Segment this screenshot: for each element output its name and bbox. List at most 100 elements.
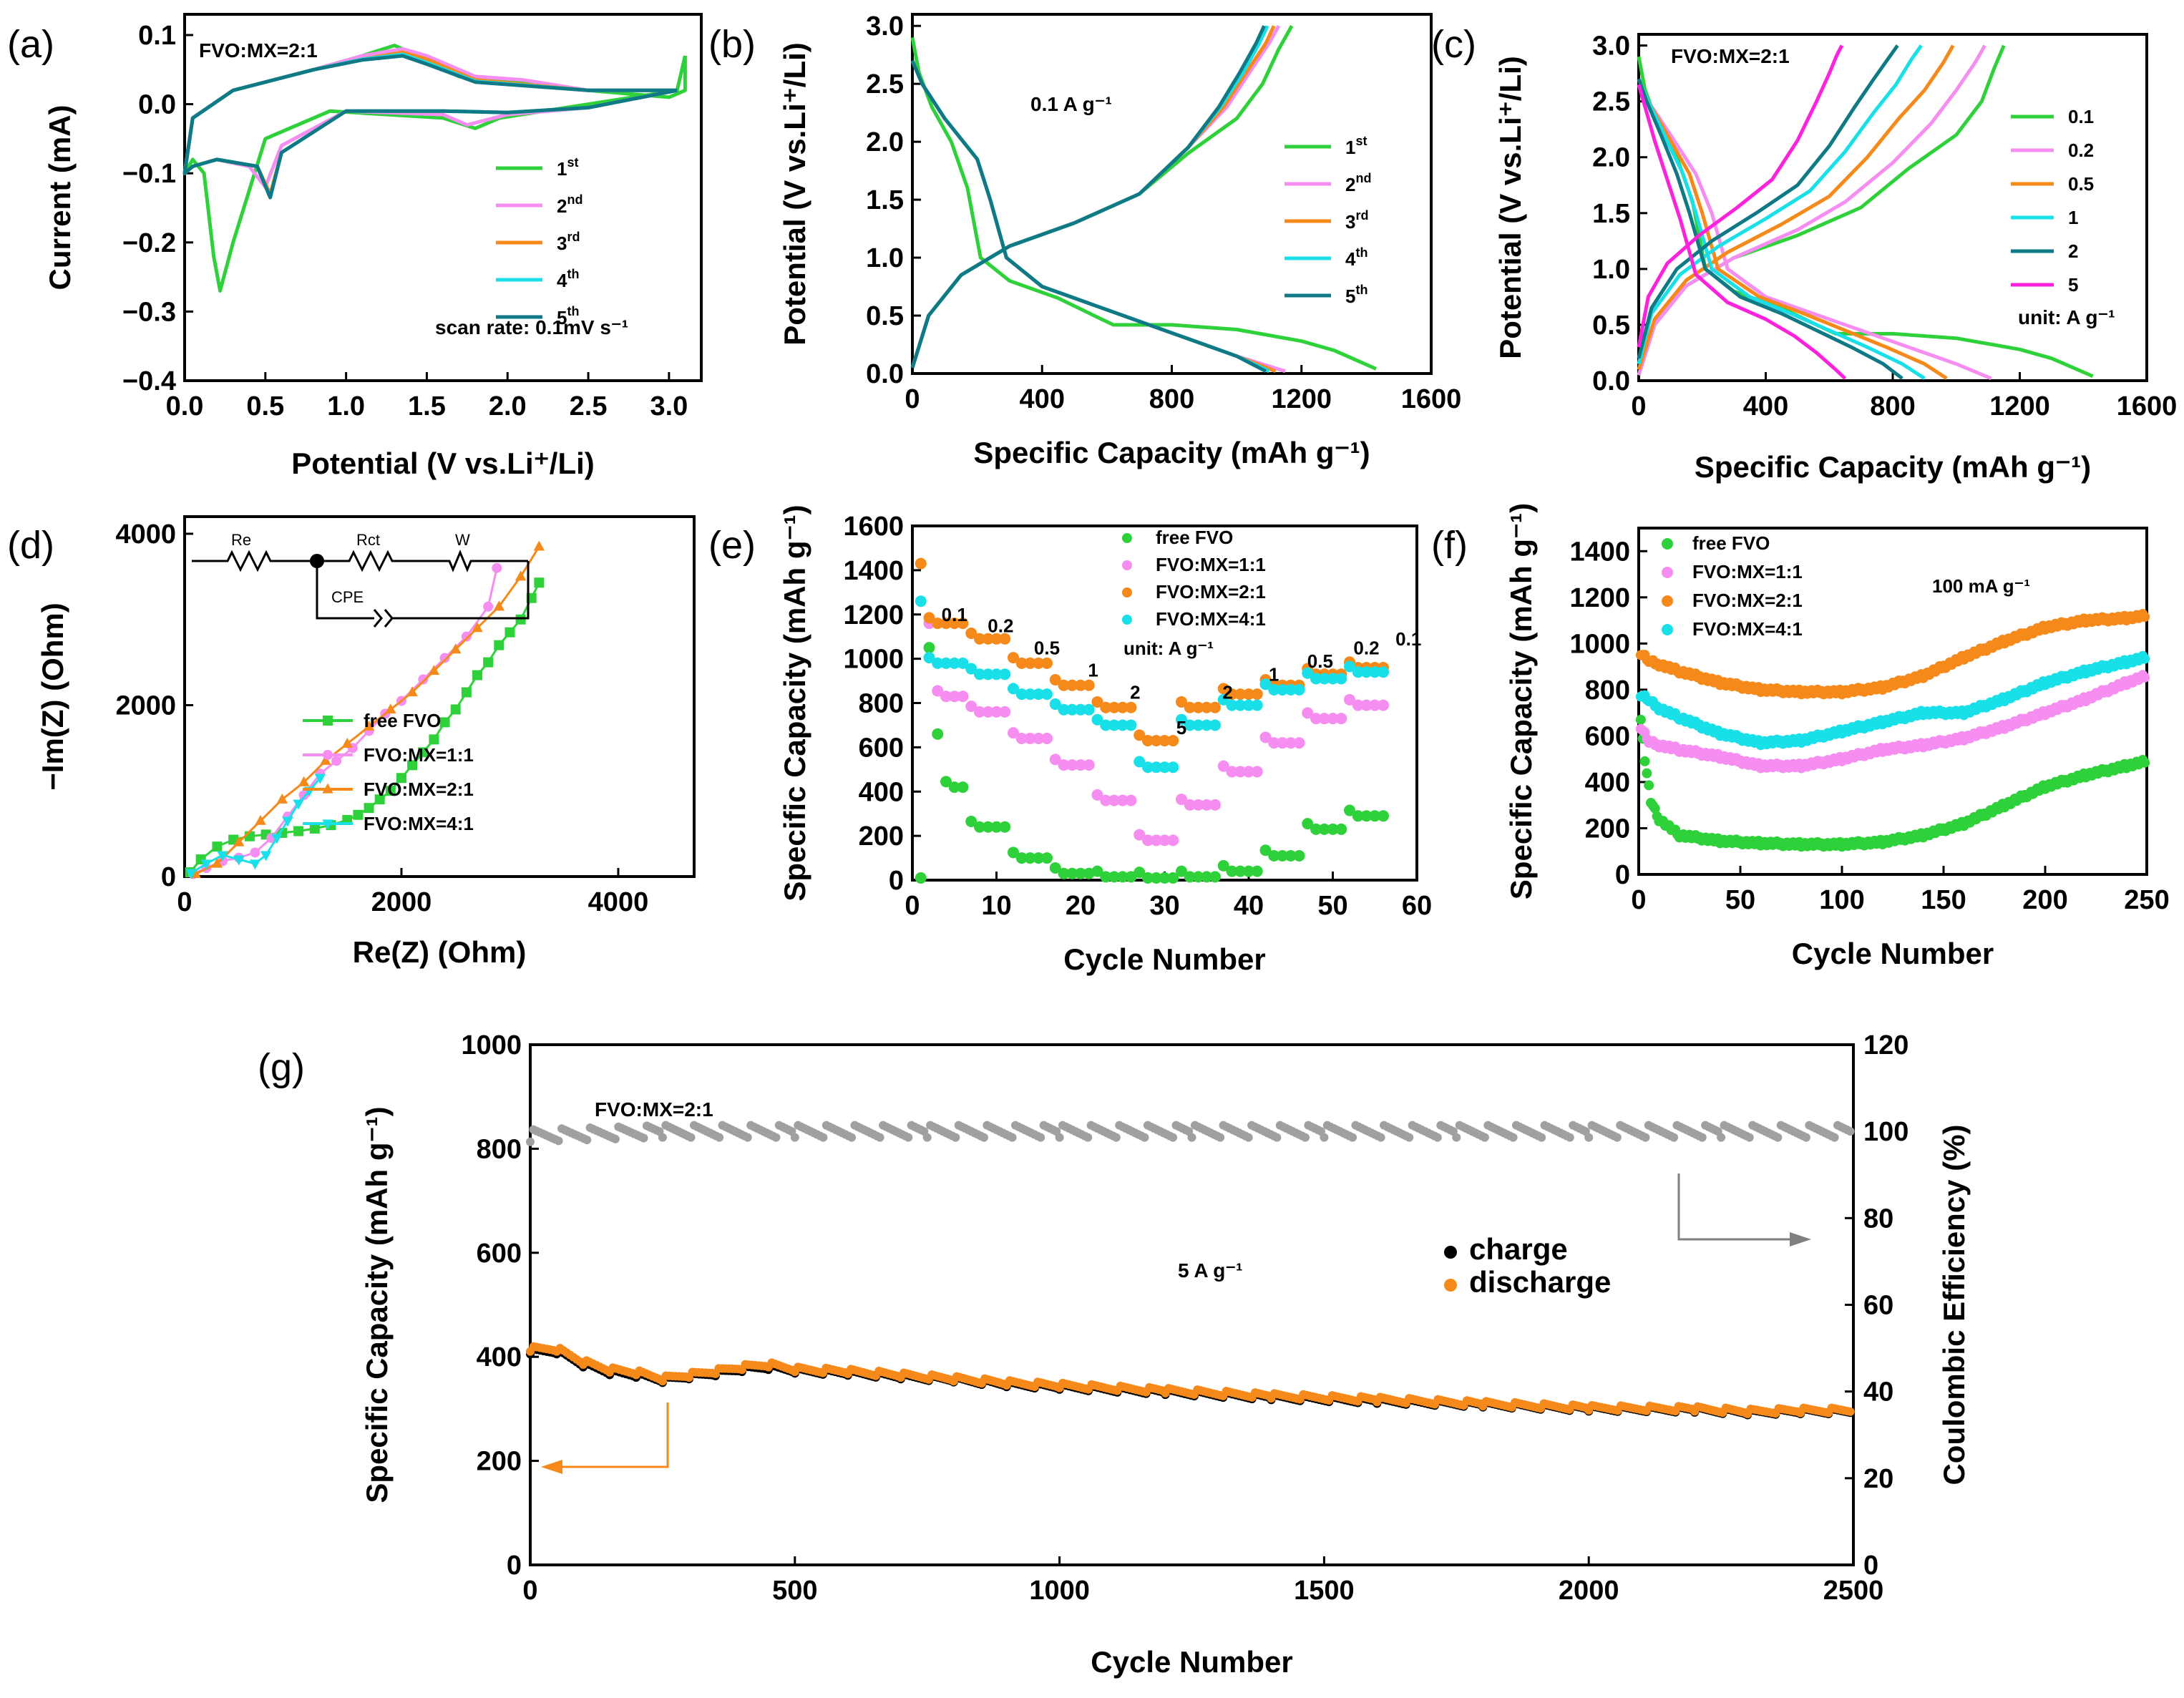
cycle-point-coulombic efficiency <box>554 1136 563 1146</box>
nyquist-point <box>450 643 462 654</box>
rate-point-FVO:MX=4:1 <box>1150 761 1162 774</box>
rate-point-free FVO <box>1318 823 1330 835</box>
rate-point-FVO:MX=4:1 <box>1108 719 1120 731</box>
resistor-rct <box>317 550 528 572</box>
rate-curve-1-c <box>1637 44 1923 365</box>
rate-point-free FVO <box>1159 872 1171 884</box>
legend-label-5th: 5th <box>1345 283 1368 307</box>
nyquist-point <box>483 657 494 668</box>
gcd-curve-4th-c <box>910 25 1269 369</box>
plot-frame-d <box>183 515 696 878</box>
rate-point-FVO:MX=4:1 <box>1142 761 1154 774</box>
arrow-to-left-axis <box>562 1402 669 1468</box>
rate-step-label: 1 <box>1088 659 1098 680</box>
rate-point-FVO:MX=1:1 <box>1335 713 1347 725</box>
cycle-point-coulombic efficiency <box>847 1133 857 1142</box>
rate-point-FVO:MX=1:1 <box>1159 834 1171 846</box>
rate-point-free FVO <box>1134 867 1146 879</box>
rate-point-FVO:MX=1:1 <box>974 706 985 718</box>
cycle-point-coulombic efficiency <box>1641 1133 1650 1142</box>
nyquist-point <box>364 803 374 814</box>
rate-point-FVO:MX=1:1 <box>1226 766 1238 778</box>
cycle-point-coulombic efficiency <box>1405 1133 1414 1142</box>
nyquist-point <box>461 687 472 698</box>
legend-label: 5 <box>2068 274 2078 296</box>
legend-label: 1 <box>2068 207 2078 228</box>
y-tick-label: 400 <box>477 1342 522 1372</box>
x-tick-label: 40 <box>1234 891 1264 921</box>
legend-label: 2 <box>2068 240 2078 262</box>
nyquist-point <box>472 622 483 633</box>
rate-point-FVO:MX=4:1 <box>1344 660 1355 673</box>
rate-point-free FVO <box>957 781 969 794</box>
x-tick-label: 0.0 <box>166 391 204 421</box>
rate-step-label: 1 <box>1269 664 1279 685</box>
cycle-point-free FVO <box>2140 757 2150 768</box>
rate-point-FVO:MX=1:1 <box>1008 727 1019 739</box>
rate-point-FVO:MX=2:1 <box>1033 657 1045 669</box>
nyquist-point <box>439 717 450 728</box>
nyquist-point <box>472 670 483 680</box>
nyquist-point <box>217 851 228 862</box>
legend-marker <box>323 750 333 760</box>
cycle-point-free FVO <box>1635 714 1646 725</box>
rate-curve-1 <box>1637 78 1926 380</box>
x-tick-label: 1.0 <box>327 391 365 421</box>
cycle-point-coulombic efficiency <box>1433 1133 1442 1142</box>
rate-point-FVO:MX=2:1 <box>1251 688 1263 701</box>
nyquist-point <box>385 786 396 796</box>
cycle-point-coulombic efficiency <box>1565 1133 1574 1142</box>
x-tick-label: 2000 <box>371 887 432 917</box>
x-tick-label: 30 <box>1149 891 1179 921</box>
cycle-point-coulombic efficiency <box>1244 1133 1253 1142</box>
legend-marker <box>1122 587 1132 597</box>
cycle-point-coulombic efficiency <box>922 1133 932 1142</box>
y-tick-label: 0.5 <box>866 301 904 331</box>
nyquist-point <box>418 747 429 758</box>
y-tick-label: 0.0 <box>866 359 904 389</box>
x-tick-label: 2.0 <box>489 391 527 421</box>
y-tick-label: 2.0 <box>1592 143 1630 173</box>
cycle-point-coulombic efficiency <box>639 1133 648 1143</box>
rate-point-FVO:MX=1:1 <box>965 701 978 713</box>
rate-point-FVO:MX=1:1 <box>957 691 969 703</box>
legend-label: FVO:MX=4:1 <box>1692 618 1803 640</box>
rate-point-FVO:MX=4:1 <box>1243 699 1254 711</box>
y-tick-label: 1400 <box>1569 537 1630 567</box>
nyquist-point <box>314 774 326 784</box>
arrow-head-right <box>1790 1232 1811 1246</box>
cycle-point-coulombic efficiency <box>1169 1133 1178 1142</box>
rate-point-FVO:MX=1:1 <box>1352 699 1364 711</box>
panel-label-g: (g) <box>258 1046 305 1089</box>
y-tick-label: 1000 <box>461 1030 522 1060</box>
rate-point-FVO:MX=4:1 <box>1100 719 1112 731</box>
rate-point-free FVO <box>1284 849 1297 862</box>
nyquist-point <box>396 773 406 784</box>
panel-label-e: (e) <box>708 524 756 567</box>
rate-point-FVO:MX=1:1 <box>1167 834 1179 846</box>
nyquist-point <box>450 704 461 715</box>
y-tick-label: 1.0 <box>1592 255 1630 285</box>
rate-point-FVO:MX=1:1 <box>1378 699 1389 711</box>
rate-point-FVO:MX=4:1 <box>1293 683 1305 696</box>
nyquist-point <box>211 857 223 868</box>
rate-point-FVO:MX=4:1 <box>957 657 969 669</box>
rate-point-free FVO <box>1033 852 1045 864</box>
rate-point-FVO:MX=2:1 <box>1209 701 1221 713</box>
nyquist-point <box>515 614 526 625</box>
cycle-point-coulombic efficiency <box>1083 1133 1093 1142</box>
rate-point-FVO:MX=1:1 <box>1142 834 1154 846</box>
rate-point-free FVO <box>1226 865 1238 877</box>
rate-point-FVO:MX=1:1 <box>1083 759 1095 771</box>
rate-curve-5 <box>1637 84 1847 380</box>
rate-point-FVO:MX=1:1 <box>1268 737 1280 749</box>
rate-point-free FVO <box>1378 810 1389 822</box>
rate-point-FVO:MX=4:1 <box>1125 719 1137 731</box>
rate-point-FVO:MX=1:1 <box>1302 707 1314 719</box>
rate-point-free FVO <box>1259 844 1272 857</box>
nyquist-point <box>429 734 439 745</box>
rate-point-FVO:MX=1:1 <box>1024 733 1036 744</box>
nyquist-point <box>353 809 364 820</box>
cycle-point-coulombic efficiency <box>1537 1133 1546 1142</box>
